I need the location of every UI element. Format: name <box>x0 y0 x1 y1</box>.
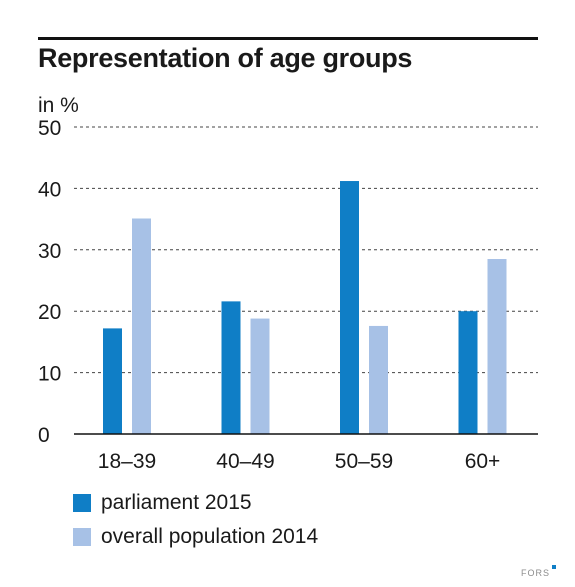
bar-chart: 0 10 20 30 40 50 in % 18–39 40–49 50–59 60+ <box>38 94 538 473</box>
legend-label-parliament: parliament 2015 <box>101 491 252 514</box>
legend-item-parliament: parliament 2015 <box>73 488 318 518</box>
x-tick-labels: 18–39 40–49 50–59 60+ <box>98 450 501 473</box>
fors-logo-mark <box>552 565 556 569</box>
bar-population-3 <box>487 259 507 434</box>
bar-population-2 <box>369 325 388 434</box>
bar-parliament-1 <box>221 301 241 434</box>
title-rule <box>38 37 538 40</box>
y-tick-label: 10 <box>38 363 61 386</box>
chart-title: Representation of age groups <box>38 43 413 73</box>
y-tick-label: 40 <box>38 178 61 201</box>
bar-population-1 <box>250 318 270 434</box>
y-axis-label: in % <box>38 94 79 117</box>
legend-item-population: overall population 2014 <box>73 522 318 552</box>
y-tick-label: 30 <box>38 240 61 263</box>
y-tick-label: 0 <box>38 424 50 447</box>
x-tick-label: 40–49 <box>216 450 274 473</box>
bar-parliament-3 <box>458 311 478 434</box>
legend-swatch-population <box>73 528 91 546</box>
y-tick-labels: 0 10 20 30 40 50 <box>38 117 61 447</box>
x-tick-label: 18–39 <box>98 450 156 473</box>
legend-swatch-parliament <box>73 494 91 512</box>
fors-logo: FORS <box>521 568 551 578</box>
legend: parliament 2015 overall population 2014 <box>73 488 318 556</box>
bars <box>103 181 507 434</box>
x-tick-label: 60+ <box>465 450 501 473</box>
y-tick-label: 20 <box>38 301 61 324</box>
legend-label-population: overall population 2014 <box>101 525 319 548</box>
bar-population-0 <box>132 218 151 434</box>
x-tick-label: 50–59 <box>335 450 393 473</box>
y-tick-label: 50 <box>38 117 61 140</box>
bar-parliament-0 <box>103 328 122 434</box>
bar-parliament-2 <box>340 181 359 434</box>
